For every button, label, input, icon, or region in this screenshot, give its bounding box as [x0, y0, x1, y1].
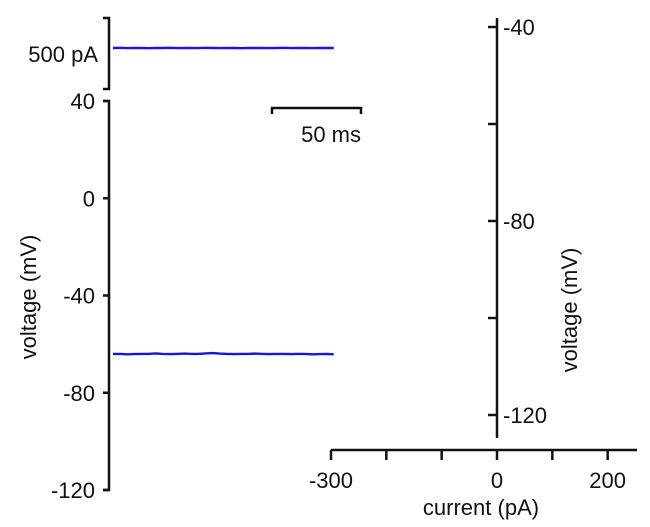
current-scale-bar [103, 16, 111, 91]
iv-y-tick-label: -120 [503, 403, 547, 428]
iv-x-tick-label: 200 [589, 468, 626, 493]
iv-y-ticks: -40 -80 -120 [488, 15, 547, 428]
iv-x-ticks: -300 0 200 [309, 450, 626, 493]
voltage-y-tick-label: 40 [71, 89, 95, 114]
voltage-trace [113, 351, 334, 356]
iv-panel: -40 -80 -120 voltage (mV) -300 0 200 current… [309, 15, 637, 520]
iv-y-tick-label: -80 [503, 209, 535, 234]
iv-x-tick-label: 0 [491, 468, 503, 493]
voltage-y-tick-label: -40 [63, 284, 95, 309]
iv-x-axis-title: current (pA) [423, 495, 539, 520]
voltage-y-tick-label: 0 [83, 186, 95, 211]
time-scale-bar [270, 106, 363, 114]
voltage-y-tick-label: -80 [63, 381, 95, 406]
voltage-y-tick-label: -120 [51, 478, 95, 503]
time-scale-label: 50 ms [301, 122, 361, 147]
iv-x-tick-label: -300 [309, 468, 353, 493]
iv-y-axis-title: voltage (mV) [557, 248, 582, 373]
iv-y-tick-label: -40 [503, 15, 535, 40]
voltage-panel: 40 0 -40 -80 -120 voltage (mV) 50 ms [16, 89, 363, 503]
voltage-y-ticks: 40 0 -40 -80 -120 [51, 89, 109, 503]
voltage-y-axis-title: voltage (mV) [16, 235, 41, 360]
current-panel: 500 pA [28, 16, 334, 91]
voltage-trace-layer [113, 351, 334, 356]
current-scale-label: 500 pA [28, 42, 98, 67]
